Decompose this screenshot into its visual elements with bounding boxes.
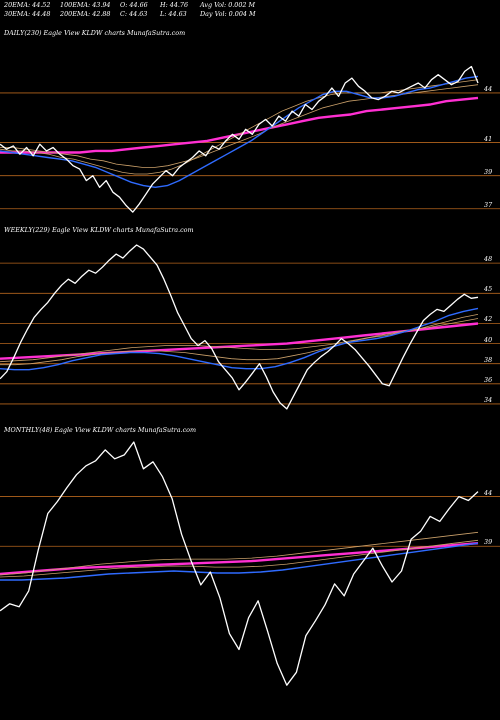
weekly-ema-fast-line: [0, 307, 479, 371]
monthly-price-line: [0, 441, 479, 686]
monthly-ema-slow-line: [0, 542, 479, 576]
weekly-price-line: [0, 244, 479, 410]
daily-price-line: [0, 65, 479, 213]
stat-close: C: 44.63: [120, 10, 148, 18]
weekly-ytick-label: 36: [484, 375, 493, 384]
weekly-ytick-label: 48: [484, 255, 493, 264]
monthly-ytick-label: 44: [484, 488, 493, 497]
weekly-chart-title: WEEKLY(229) Eagle View KLDW charts Munaf…: [4, 226, 194, 234]
daily-ema-mid2-line: [0, 84, 479, 168]
weekly-ema-slow-line: [0, 322, 479, 360]
stat-open: O: 44.66: [120, 1, 148, 9]
monthly-ytick-label: 39: [484, 538, 493, 547]
weekly-ema-mid2-line: [0, 318, 479, 363]
weekly-ytick-label: 40: [484, 335, 493, 344]
monthly-chart-title: MONTHLY(48) Eagle View KLDW charts Munaf…: [4, 426, 197, 434]
weekly-ytick-label: 38: [484, 355, 493, 364]
daily-ema-fast-line: [0, 75, 479, 189]
stat-100ema: 100EMA: 43.94: [60, 1, 111, 9]
daily-ytick-label: 44: [484, 84, 493, 93]
stat-200ema: 200EMA: 42.88: [60, 10, 111, 18]
monthly-ema-mid2-line: [0, 531, 479, 576]
stat-avg-vol: Avg Vol: 0.002 M: [200, 1, 256, 9]
daily-ema-mid1-line: [0, 79, 479, 175]
monthly-ema-fast-line: [0, 542, 479, 581]
daily-chart-title: DAILY(230) Eagle View KLDW charts Munafa…: [4, 29, 186, 37]
daily-ytick-label: 39: [484, 167, 493, 176]
weekly-ytick-label: 45: [484, 285, 493, 294]
daily-ema-slow-line: [0, 96, 479, 154]
stat-20ema: 20EMA: 44.52: [4, 1, 51, 9]
weekly-ytick-label: 34: [484, 395, 493, 404]
daily-ytick-label: 37: [484, 200, 493, 209]
weekly-ytick-label: 42: [484, 315, 493, 324]
monthly-ema-mid1-line: [0, 539, 479, 578]
stat-30ema: 30EMA: 44.48: [4, 10, 51, 18]
stat-high: H: 44.76: [160, 1, 189, 9]
daily-ytick-label: 41: [484, 134, 493, 143]
stat-low: L: 44.63: [160, 10, 187, 18]
weekly-ema-mid1-line: [0, 314, 479, 366]
stat-day-vol: Day Vol: 0.004 M: [200, 10, 256, 18]
